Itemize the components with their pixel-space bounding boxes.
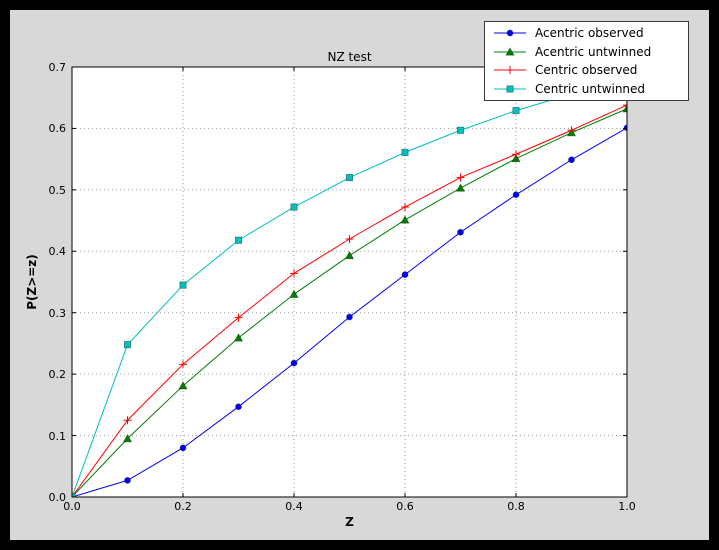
legend-label: Centric observed <box>535 63 638 78</box>
legend-item: Acentric observed <box>485 24 688 42</box>
y-axis-label: P(Z>=z) <box>25 254 39 310</box>
gridlines <box>72 67 627 497</box>
plot-area <box>71 66 628 498</box>
legend: Acentric observed Acentric untwinned Centr… <box>484 21 689 101</box>
legend-item: Centric untwinned <box>485 80 688 98</box>
figure-canvas: 0.0 0.2 0.4 0.6 0.8 1.0 0.0 0.1 0.2 0.3 0.4 0.5 0.6 0… <box>10 10 709 540</box>
legend-item: Acentric untwinned <box>485 43 688 61</box>
axes-spines <box>71 66 628 498</box>
legend-label: Acentric observed <box>535 26 644 41</box>
plus-marker-swatch-icon <box>494 66 526 75</box>
data-series <box>72 73 627 497</box>
legend-label: Centric untwinned <box>535 81 646 96</box>
square-marker-swatch-icon <box>494 85 526 93</box>
x-axis-label: Z <box>345 515 354 529</box>
series-acentric-observed <box>72 124 627 497</box>
series-centric-observed <box>72 101 627 497</box>
legend-label: Acentric untwinned <box>535 44 652 59</box>
plot-background <box>72 67 627 497</box>
chart-title: NZ test <box>327 50 372 64</box>
circle-marker-swatch-icon <box>494 29 526 37</box>
triangle-marker-swatch-icon <box>494 47 526 56</box>
legend-item: Centric observed <box>485 61 688 79</box>
